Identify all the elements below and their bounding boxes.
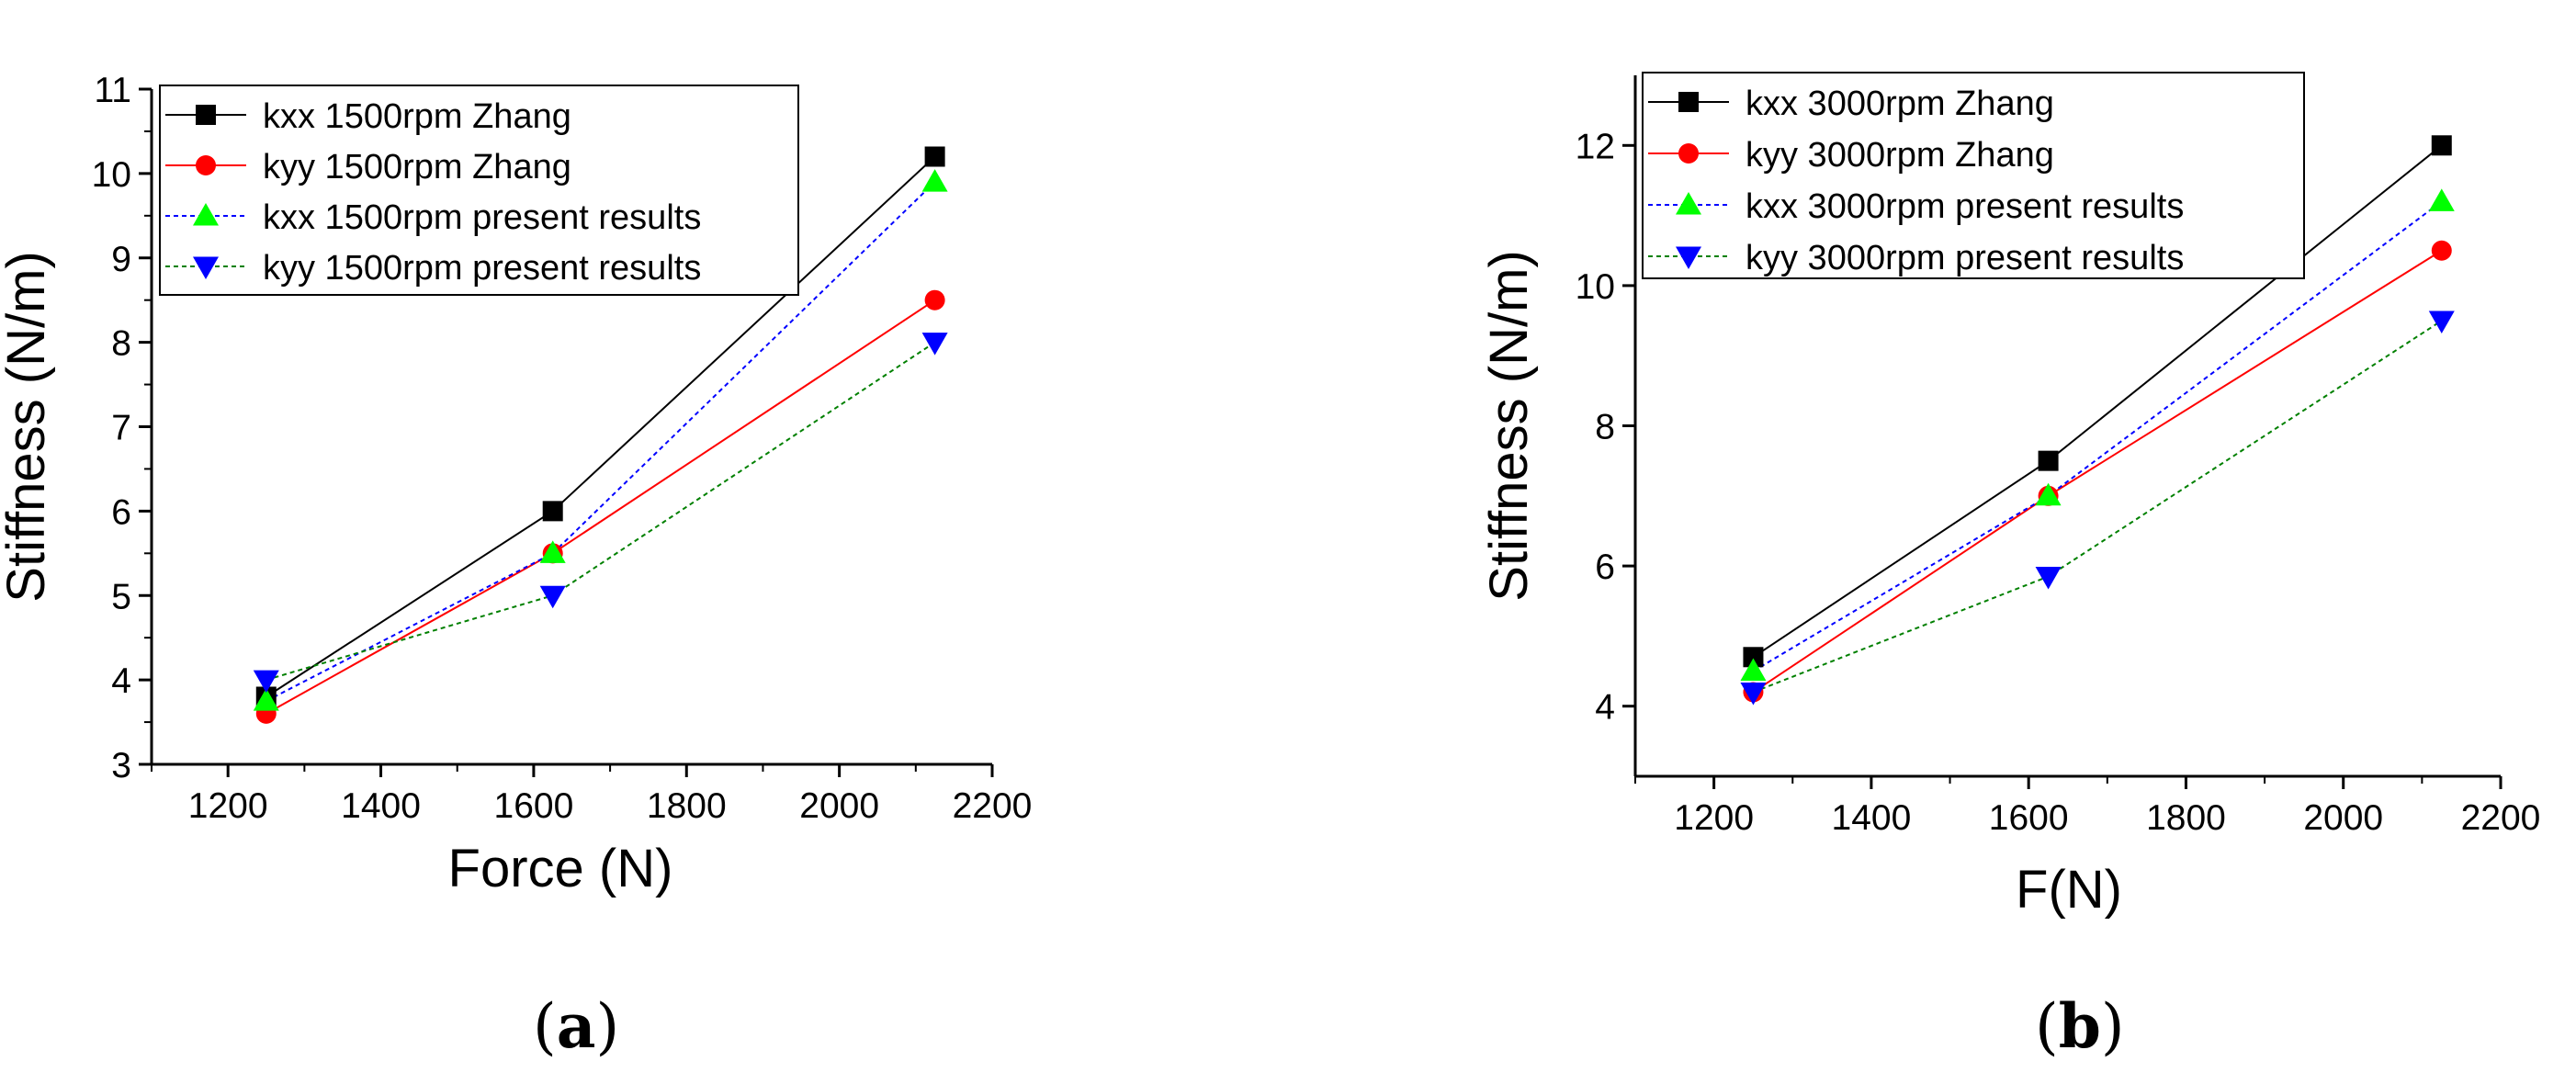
y-tick-label: 10 bbox=[1576, 267, 1615, 307]
legend-marker bbox=[196, 155, 216, 175]
y-tick-label: 6 bbox=[111, 492, 131, 532]
y-tick-label: 10 bbox=[92, 155, 131, 195]
legend-label: kxx 1500rpm present results bbox=[263, 198, 701, 237]
x-tick-label: 2200 bbox=[953, 786, 1033, 826]
legend: kxx 1500rpm Zhang kyy 1500rpm Zhang kxx 15… bbox=[159, 85, 799, 296]
legend-box bbox=[159, 85, 799, 296]
data-point bbox=[2035, 482, 2062, 506]
data-point bbox=[253, 688, 279, 711]
data-point bbox=[1740, 682, 1767, 706]
y-tick-label: 4 bbox=[1595, 688, 1615, 728]
legend-label: kyy 1500rpm present results bbox=[263, 249, 701, 288]
x-tick-label: 1600 bbox=[494, 786, 574, 826]
y-axis-title: Stiffness (N/m) bbox=[0, 251, 56, 602]
data-point bbox=[539, 585, 566, 609]
panel-label: (b) bbox=[2035, 990, 2125, 1062]
legend-marker bbox=[193, 256, 219, 279]
legend-marker bbox=[1678, 143, 1699, 164]
legend-label: kxx 3000rpm Zhang bbox=[1746, 85, 2054, 123]
data-point bbox=[2431, 135, 2452, 156]
legend-label: kyy 3000rpm present results bbox=[1746, 239, 2184, 277]
legend-label: kyy 1500rpm Zhang bbox=[263, 148, 571, 186]
y-axis-title: Stiffness (N/m) bbox=[1479, 250, 1539, 601]
data-point bbox=[542, 501, 563, 522]
legend-label: kyy 3000rpm Zhang bbox=[1746, 136, 2054, 175]
x-tick-label: 2000 bbox=[2303, 798, 2383, 838]
series-line-2 bbox=[1752, 249, 2443, 694]
legend-marker bbox=[1676, 246, 1701, 269]
x-tick-label: 1600 bbox=[1989, 798, 2069, 838]
data-point bbox=[2035, 567, 2062, 590]
legend-label: kxx 3000rpm present results bbox=[1746, 187, 2184, 226]
legend-marker bbox=[1678, 92, 1699, 112]
x-axis-title: Force (N) bbox=[448, 839, 673, 898]
data-point bbox=[2431, 240, 2452, 261]
panel-letter: a bbox=[557, 990, 596, 1062]
y-tick-label: 7 bbox=[111, 409, 131, 448]
data-point bbox=[539, 540, 566, 563]
x-tick-label: 1200 bbox=[1674, 798, 1754, 838]
y-tick-label: 8 bbox=[1595, 408, 1615, 447]
x-tick-label: 1400 bbox=[1832, 798, 1912, 838]
data-point bbox=[253, 670, 279, 694]
series-line-4 bbox=[266, 341, 936, 682]
panel-letter: b bbox=[2059, 990, 2101, 1062]
x-axis-title: F(N) bbox=[2016, 860, 2122, 920]
legend-marker bbox=[1676, 192, 1701, 215]
data-point bbox=[924, 146, 945, 167]
data-point bbox=[921, 333, 948, 356]
y-tick-label: 9 bbox=[111, 240, 131, 279]
y-tick-label: 5 bbox=[111, 577, 131, 616]
series-line-4 bbox=[1753, 320, 2443, 694]
y-tick-label: 3 bbox=[111, 746, 131, 785]
x-tick-label: 2200 bbox=[2461, 798, 2541, 838]
legend-marker bbox=[193, 203, 219, 226]
data-point bbox=[2038, 450, 2059, 471]
chart-panel-b: 4 6 8 10 12 1200 1400 1600 1800 2000 2200 F(N) Stiff… bbox=[1479, 72, 2541, 1062]
data-point bbox=[1743, 647, 1764, 668]
y-tick-label: 6 bbox=[1595, 548, 1615, 587]
x-tick-label: 1800 bbox=[647, 786, 727, 826]
panel-label: (a) bbox=[533, 990, 619, 1062]
data-point bbox=[2428, 188, 2455, 211]
y-tick-label: 4 bbox=[111, 661, 131, 701]
legend-box bbox=[1642, 72, 2305, 279]
data-point bbox=[921, 169, 948, 192]
legend: kxx 3000rpm Zhang kyy 3000rpm Zhang kxx 30… bbox=[1642, 72, 2305, 279]
x-tick-label: 1800 bbox=[2146, 798, 2226, 838]
y-tick-label: 11 bbox=[95, 71, 132, 110]
data-point bbox=[2428, 311, 2455, 334]
data-point bbox=[1740, 658, 1767, 682]
x-tick-label: 1200 bbox=[188, 786, 268, 826]
data-point bbox=[924, 289, 945, 311]
x-tick-label: 2000 bbox=[799, 786, 879, 826]
x-tick-label: 1400 bbox=[341, 786, 421, 826]
chart-panel-a: 3 4 5 6 7 8 9 10 11 1200 1400 1600 1800 2000 2200 Force… bbox=[0, 71, 1032, 1062]
legend-label: kxx 1500rpm Zhang bbox=[263, 97, 571, 136]
y-tick-label: 12 bbox=[1576, 127, 1615, 166]
y-tick-label: 8 bbox=[111, 324, 131, 364]
legend-marker bbox=[196, 105, 216, 125]
